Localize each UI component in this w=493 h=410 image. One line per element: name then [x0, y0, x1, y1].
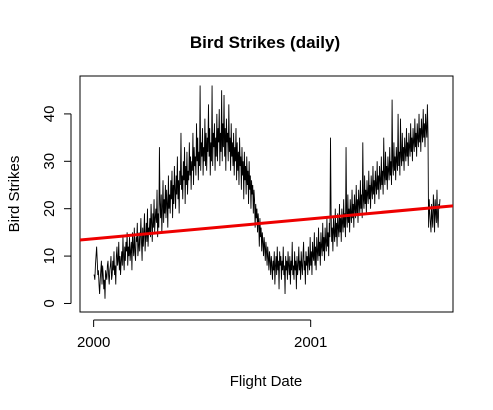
y-tick-label: 0	[41, 299, 58, 307]
y-tick-label: 40	[41, 106, 58, 123]
x-tick-label: 2000	[77, 334, 110, 351]
x-axis-label: Flight Date	[230, 373, 303, 390]
y-tick-label: 30	[41, 153, 58, 170]
daily-series-line	[93, 85, 441, 299]
y-axis: 0 10 20 30 40	[41, 106, 72, 308]
x-axis: 2000 2001	[77, 319, 327, 351]
plot-frame	[79, 75, 454, 313]
y-tick-label: 10	[41, 248, 58, 265]
x-tick-label: 2001	[294, 334, 327, 351]
chart-title: Bird Strikes (daily)	[190, 33, 340, 52]
y-tick-label: 20	[41, 200, 58, 217]
trend-line	[80, 204, 453, 242]
y-axis-label: Bird Strikes	[6, 156, 23, 233]
